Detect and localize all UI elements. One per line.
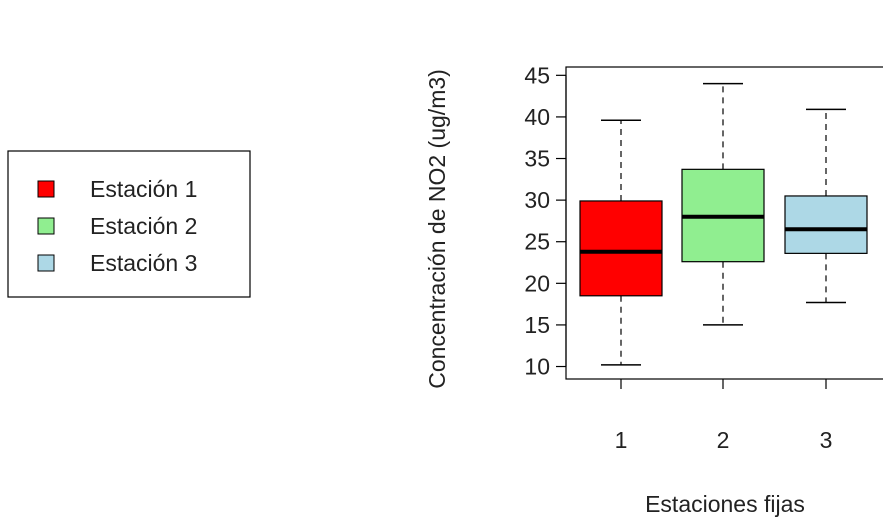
- legend-item: Estación 1: [37, 176, 197, 202]
- legend: Estación 1 Estación 2 Estación 3: [7, 150, 251, 298]
- legend-label: Estación 1: [90, 176, 197, 202]
- boxes: [579, 82, 868, 366]
- legend-label: Estación 2: [90, 213, 197, 239]
- x-axis: 1 2 3: [615, 379, 833, 453]
- legend-swatch: [37, 180, 55, 198]
- y-tick-label: 35: [524, 146, 550, 172]
- box-1: [579, 119, 663, 366]
- y-tick-label: 25: [524, 229, 550, 255]
- y-axis-label: Concentración de NO2 (ug/m3): [424, 69, 450, 389]
- box-2: [681, 82, 765, 326]
- legend-item: Estación 3: [37, 250, 197, 276]
- y-tick-label: 30: [524, 187, 550, 213]
- legend-swatch: [37, 217, 55, 235]
- x-tick-label: 2: [717, 427, 730, 453]
- legend-label: Estación 3: [90, 250, 197, 276]
- y-tick-label: 40: [524, 104, 550, 130]
- iqr-box: [784, 195, 868, 254]
- x-tick-label: 1: [615, 427, 628, 453]
- iqr-box: [579, 200, 663, 297]
- legend-item: Estación 2: [37, 213, 197, 239]
- y-tick-label: 20: [524, 270, 550, 296]
- y-tick-label: 10: [524, 354, 550, 380]
- box-3: [784, 108, 868, 304]
- y-axis: 10 15 20 25 30 35 40 45: [524, 62, 567, 380]
- y-tick-label: 45: [524, 62, 550, 88]
- x-tick-label: 3: [820, 427, 833, 453]
- legend-swatch: [37, 254, 55, 272]
- x-axis-label: Estaciones fijas: [645, 491, 805, 517]
- y-tick-label: 15: [524, 312, 550, 338]
